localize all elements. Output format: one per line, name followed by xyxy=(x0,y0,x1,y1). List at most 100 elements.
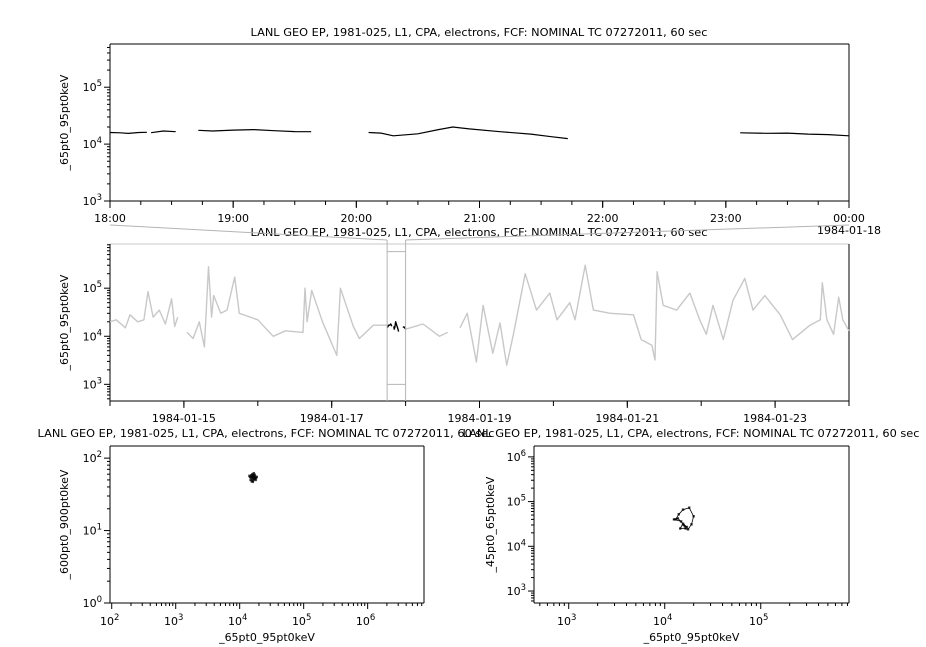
x-tick-label: 105 xyxy=(749,613,768,628)
y-tick-label: 104 xyxy=(507,538,526,553)
tick-exponent: 3 xyxy=(521,583,526,593)
chart-title: LANL GEO EP, 1981-025, L1, CPA, electron… xyxy=(251,27,708,39)
x-tick-label: 106 xyxy=(356,613,375,628)
tick-exponent: 6 xyxy=(521,449,526,459)
y-tick-label: 101 xyxy=(83,523,102,538)
tick-base: 10 xyxy=(292,615,306,628)
tick-base: 10 xyxy=(507,451,521,464)
y-tick-label: 103 xyxy=(507,583,526,598)
chart-title: LANL GEO EP, 1981-025, L1, CPA, electron… xyxy=(463,428,920,440)
y-tick-label: 106 xyxy=(507,449,526,464)
panel-scatter-600-900: LANL GEO EP, 1981-025, L1, CPA, electron… xyxy=(38,428,495,644)
x-axis-label: _65pt0_95pt0keV xyxy=(218,631,315,644)
x-tick-label: 105 xyxy=(292,613,311,628)
y-axis-label: _65pt0_95pt0keV xyxy=(58,74,71,171)
tick-base: 10 xyxy=(507,496,521,509)
tick-exponent: 3 xyxy=(97,376,102,386)
scatter-point xyxy=(254,475,257,478)
scatter-point xyxy=(251,479,255,482)
chart-title: LANL GEO EP, 1981-025, L1, CPA, electron… xyxy=(251,227,708,239)
tick-base: 10 xyxy=(507,585,521,598)
y-tick-label: 103 xyxy=(83,193,102,208)
y-tick-label: 104 xyxy=(83,328,102,343)
tick-exponent: 2 xyxy=(97,450,102,460)
scatter-point xyxy=(683,525,687,528)
tick-base: 10 xyxy=(356,615,370,628)
x-tick-label: 103 xyxy=(164,613,183,628)
scatter-point xyxy=(249,478,252,482)
scatter-point xyxy=(676,517,680,520)
tick-exponent: 0 xyxy=(97,595,102,605)
scatter-point xyxy=(684,527,687,530)
y-axis-label: _65pt0_95pt0keV xyxy=(58,274,71,371)
x-tick-label: 20:00 xyxy=(340,212,372,225)
scatter-point xyxy=(252,471,255,475)
tick-base: 10 xyxy=(749,615,763,628)
scatter-point xyxy=(679,527,682,530)
x-tick-label: 1984-01-17 xyxy=(300,412,364,425)
scatter-point xyxy=(682,523,686,527)
scatter-point xyxy=(686,528,690,531)
panel-scatter-45-65: LANL GEO EP, 1981-025, L1, CPA, electron… xyxy=(463,428,920,644)
scatter-point xyxy=(255,475,258,479)
tick-exponent: 4 xyxy=(667,613,672,623)
zoom-connector-right xyxy=(405,224,850,241)
tick-exponent: 5 xyxy=(97,79,102,89)
tick-base: 10 xyxy=(83,452,97,465)
tick-base: 10 xyxy=(653,615,667,628)
scatter-point xyxy=(250,480,253,483)
tick-base: 10 xyxy=(228,615,242,628)
scatter-point xyxy=(692,515,695,518)
y-tick-label: 105 xyxy=(507,494,526,509)
scatter-point xyxy=(252,476,255,480)
x-tick-label: 23:00 xyxy=(710,212,742,225)
tick-exponent: 4 xyxy=(97,136,102,146)
scatter-point xyxy=(681,522,685,525)
panel-timeseries-zoom: LANL GEO EP, 1981-025, L1, CPA, electron… xyxy=(58,27,881,237)
series-line-0 xyxy=(109,126,850,140)
y-tick-label: 103 xyxy=(83,376,102,391)
scatter-point xyxy=(681,508,685,511)
tick-exponent: 4 xyxy=(97,328,102,338)
x-tick-label: 1984-01-23 xyxy=(743,412,807,425)
y-tick-label: 100 xyxy=(83,595,102,610)
panel-timeseries-context: LANL GEO EP, 1981-025, L1, CPA, electron… xyxy=(58,224,850,425)
scatter-point xyxy=(688,506,691,509)
tick-exponent: 2 xyxy=(114,613,119,623)
zoom-range-box xyxy=(109,224,850,401)
tick-base: 10 xyxy=(83,378,97,391)
x-tick-label: 102 xyxy=(100,613,119,628)
x-axis-label: _65pt0_95pt0keV xyxy=(643,631,740,644)
x-tick-label: 18:00 xyxy=(94,212,126,225)
series-line-0 xyxy=(109,264,850,366)
x-tick-label: 103 xyxy=(557,613,576,628)
tick-base: 10 xyxy=(83,525,97,538)
scatter-point xyxy=(685,525,689,529)
tick-exponent: 4 xyxy=(521,538,526,548)
scatter-point xyxy=(672,518,676,521)
x-tick-label: 19:00 xyxy=(217,212,249,225)
tick-base: 10 xyxy=(557,615,571,628)
scatter-point xyxy=(679,520,683,523)
x-tick-label: 104 xyxy=(228,613,247,628)
y-tick-label: 102 xyxy=(83,450,102,465)
tick-exponent: 3 xyxy=(178,613,183,623)
zoom-connector-left xyxy=(109,224,388,241)
series-line-1 xyxy=(386,321,407,332)
scatter-point xyxy=(677,513,680,516)
tick-base: 10 xyxy=(83,195,97,208)
tick-base: 10 xyxy=(164,615,178,628)
tick-exponent: 3 xyxy=(571,613,576,623)
tick-exponent: 5 xyxy=(97,280,102,290)
tick-base: 10 xyxy=(100,615,114,628)
tick-exponent: 6 xyxy=(370,613,375,623)
x-tick-label: 1984-01-21 xyxy=(595,412,659,425)
x-tick-date-label: 1984-01-18 xyxy=(817,224,881,237)
x-tick-label: 22:00 xyxy=(587,212,619,225)
tick-exponent: 5 xyxy=(306,613,311,623)
tick-exponent: 4 xyxy=(242,613,247,623)
scatter-point xyxy=(253,477,257,480)
y-tick-label: 104 xyxy=(83,136,102,151)
x-tick-label: 21:00 xyxy=(464,212,496,225)
